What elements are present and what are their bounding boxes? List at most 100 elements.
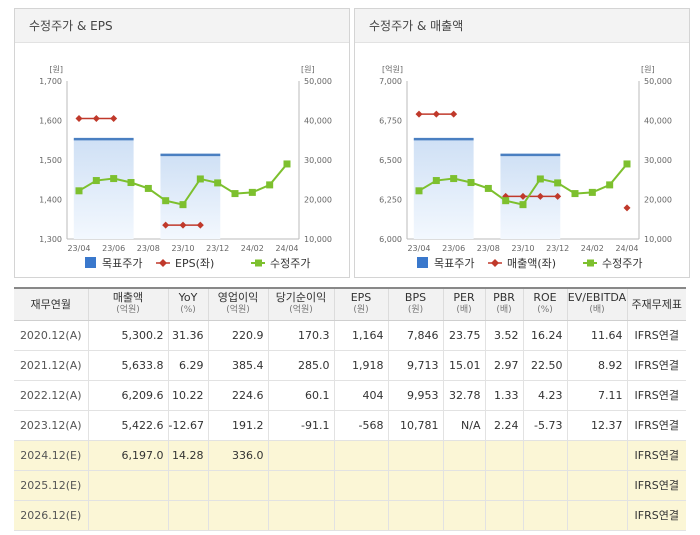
table-cell <box>167 500 208 531</box>
table-cell: IFRS연결 <box>626 380 686 411</box>
legend-item: 매출액(좌) <box>488 257 556 270</box>
table-cell <box>387 500 443 531</box>
chart-svg: [억원] [원] 6,000 6,250 6,500 6,750 7,000 10,000 20… <box>379 64 672 270</box>
table-row: 2025.12(E) IFRS연결 <box>14 470 686 501</box>
table-cell: 1,918 <box>333 350 388 381</box>
table-row: 2023.12(A) 5,422.6 -12.67 191.2 -91.1 -568 10,… <box>14 410 686 441</box>
left-tick-label: 7,000 <box>379 77 402 86</box>
left-axis-unit: [억원] <box>382 64 403 74</box>
column-header-label: EPS <box>350 291 372 305</box>
table-cell <box>484 440 523 471</box>
target-price-band <box>160 154 221 239</box>
table-row: 2022.12(A) 6,209.6 10.22 224.6 60.1 404 9,953 3… <box>14 380 686 411</box>
left-tick-label: 1,700 <box>39 77 62 86</box>
x-tick-label: 23/06 <box>442 244 465 253</box>
price-point <box>179 201 187 209</box>
left-series-point <box>519 192 527 200</box>
right-tick-label: 50,000 <box>304 77 332 86</box>
table-cell <box>484 500 523 531</box>
table-cell: -568 <box>333 410 388 441</box>
column-header-unit: (배) <box>589 305 605 316</box>
left-tick-label: 6,000 <box>379 235 402 244</box>
x-tick-label: 23/10 <box>511 244 534 253</box>
x-tick-label: 23/04 <box>67 244 90 253</box>
column-header-label: 주재무제표 <box>631 297 683 311</box>
column-header-label: 영업이익 <box>217 291 259 305</box>
right-axis-unit: [원] <box>641 65 655 74</box>
left-series-point <box>162 221 170 229</box>
table-cell: 12.37 <box>566 410 627 441</box>
table-cell <box>167 470 208 501</box>
table-cell: 385.4 <box>207 350 268 381</box>
table-row: 2020.12(A) 5,300.2 31.36 220.9 170.3 1,164 7,8… <box>14 320 686 351</box>
legend-swatch <box>587 259 594 267</box>
left-tick-label: 1,500 <box>39 156 62 165</box>
legend-item: 수정주가 <box>251 257 310 270</box>
price-point <box>571 190 579 198</box>
table-cell <box>207 500 268 531</box>
column-header: YoY (%) <box>167 287 208 321</box>
column-header: BPS (원) <box>387 287 443 321</box>
left-series-point <box>554 192 562 200</box>
table-cell: 6,209.6 <box>87 380 168 411</box>
table-cell: N/A <box>442 410 485 441</box>
left-series-point <box>623 204 631 212</box>
table-cell: -12.67 <box>167 410 208 441</box>
table-cell: 5,300.2 <box>87 320 168 351</box>
column-header: PER (배) <box>442 287 485 321</box>
period-cell: 2025.12(E) <box>14 470 88 501</box>
table-cell <box>522 470 567 501</box>
table-cell <box>267 500 334 531</box>
column-header-unit: (억원) <box>226 305 250 316</box>
legend-swatch <box>159 259 167 267</box>
table-cell <box>267 470 334 501</box>
table-cell <box>484 470 523 501</box>
x-tick-label: 24/04 <box>615 244 638 253</box>
table-cell <box>87 470 168 501</box>
price-point <box>248 188 256 196</box>
table-cell: 10,781 <box>387 410 443 441</box>
column-header-label: ROE <box>533 291 557 305</box>
table-cell: 15.01 <box>442 350 485 381</box>
x-tick-label: 23/06 <box>102 244 125 253</box>
legend-label: EPS(좌) <box>175 257 214 270</box>
column-header: ROE (%) <box>522 287 567 321</box>
table-cell: 23.75 <box>442 320 485 351</box>
legend-label: 목표주가 <box>102 257 142 270</box>
column-header-unit: (억원) <box>116 305 140 316</box>
table-body: 2020.12(A) 5,300.2 31.36 220.9 170.3 1,164 7,8… <box>14 320 686 531</box>
table-cell: 3.52 <box>484 320 523 351</box>
x-tick-label: 24/04 <box>275 244 298 253</box>
column-header-unit: (원) <box>353 305 369 316</box>
price-point <box>623 160 631 168</box>
left-axis-unit: [원] <box>49 65 63 74</box>
column-header-unit: (억원) <box>289 305 313 316</box>
left-tick-label: 6,500 <box>379 156 402 165</box>
table-header-row: 재무연월 매출액 (억원) YoY (%) 영업이익 (억원) 당기순이익 (억원) EPS (원)… <box>14 287 686 321</box>
column-header: 영업이익 (억원) <box>207 287 268 321</box>
table-row: 2021.12(A) 5,633.8 6.29 385.4 285.0 1,918 9,71… <box>14 350 686 381</box>
right-tick-label: 20,000 <box>304 196 332 205</box>
x-tick-label: 24/02 <box>241 244 264 253</box>
period-cell: 2020.12(A) <box>14 320 88 351</box>
table-cell: 22.50 <box>522 350 567 381</box>
table-row: 2026.12(E) IFRS연결 <box>14 500 686 531</box>
table-cell <box>267 440 334 471</box>
price-point <box>606 181 614 189</box>
period-cell: 2023.12(A) <box>14 410 88 441</box>
legend-swatch <box>255 259 262 267</box>
table-cell <box>522 440 567 471</box>
table-cell: 191.2 <box>207 410 268 441</box>
legend-swatch <box>85 257 96 268</box>
column-header: EPS (원) <box>333 287 388 321</box>
column-header: 매출액 (억원) <box>87 287 168 321</box>
column-header-label: 당기순이익 <box>275 291 327 305</box>
legend-swatch <box>491 259 499 267</box>
right-tick-label: 40,000 <box>644 117 672 126</box>
price-point <box>196 175 204 183</box>
price-point <box>519 201 527 209</box>
table-cell: 5,633.8 <box>87 350 168 381</box>
table-cell: IFRS연결 <box>626 320 686 351</box>
legend-label: 수정주가 <box>270 257 310 270</box>
financial-table: 재무연월 매출액 (억원) YoY (%) 영업이익 (억원) 당기순이익 (억원) EPS (원)… <box>14 287 686 531</box>
